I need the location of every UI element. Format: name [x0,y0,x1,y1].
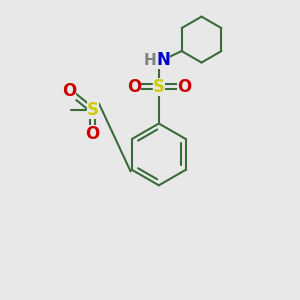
Text: O: O [85,125,100,143]
Text: S: S [153,78,165,96]
Text: N: N [156,51,170,69]
Text: O: O [177,78,191,96]
Text: O: O [62,82,76,100]
Text: H: H [144,53,156,68]
Text: S: S [87,101,99,119]
Text: O: O [127,78,141,96]
